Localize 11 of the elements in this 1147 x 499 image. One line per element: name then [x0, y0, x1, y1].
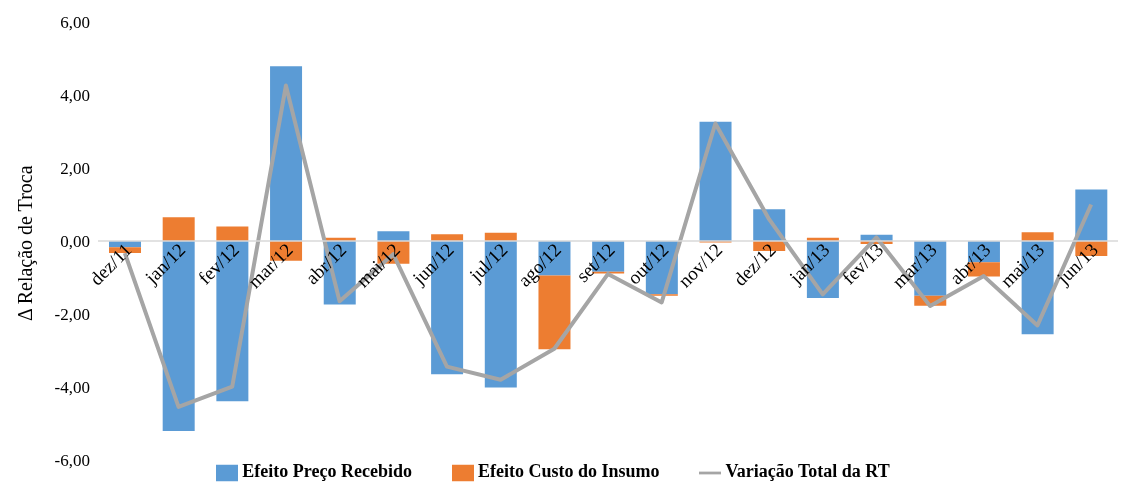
y-axis-title: Δ Relação de Troca: [14, 165, 38, 322]
y-tick-label: -2,00: [54, 305, 90, 325]
y-tick-label: 2,00: [60, 159, 90, 179]
y-tick-label: -4,00: [54, 378, 90, 398]
y-tick-label: 6,00: [60, 13, 90, 33]
y-tick-label: -6,00: [54, 451, 90, 471]
y-tick-label: 4,00: [60, 86, 90, 106]
y-tick-label: 0,00: [60, 232, 90, 252]
legend-label: Variação Total da RT: [725, 461, 890, 482]
legend-label: Efeito Custo do Insumo: [477, 461, 660, 482]
legend-label: Efeito Preço Recebido: [242, 461, 412, 482]
